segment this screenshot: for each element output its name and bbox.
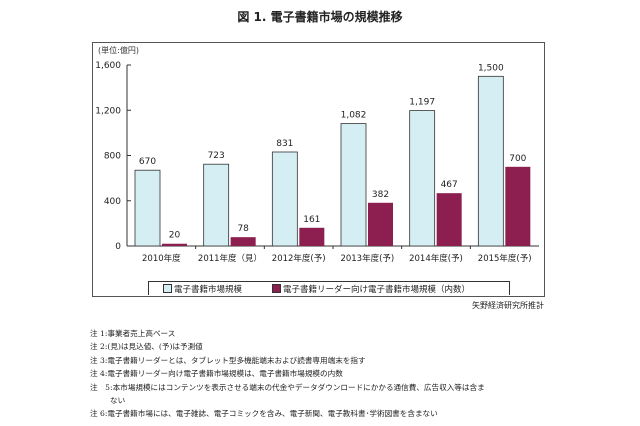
legend-item-0: 電子書籍市場規模 bbox=[163, 283, 242, 295]
note-3: 注 3:電子書籍リーダーとは、タブレット型多機能端末および読書専用端末を指す bbox=[90, 355, 366, 365]
legend-swatch-1 bbox=[272, 283, 282, 293]
legend-swatch-0 bbox=[163, 283, 172, 293]
data-label-0: 670 bbox=[139, 157, 156, 167]
bar-0 bbox=[340, 123, 367, 247]
bar-1 bbox=[368, 202, 393, 246]
bar-1 bbox=[162, 243, 187, 246]
chart-title: 図 1. 電子書籍市場の規模推移 bbox=[237, 10, 403, 24]
data-label-1: 467 bbox=[441, 180, 458, 190]
legend-label-1: 電子書籍リーダー向け電子書籍市場規模（内数） bbox=[283, 284, 471, 295]
bar-0 bbox=[409, 110, 436, 247]
legend: 電子書籍市場規模 電子書籍リーダー向け電子書籍市場規模（内数） bbox=[148, 281, 510, 295]
note-5: 注 5:本市場規模にはコンテンツを表示させる端末の代金やデータダウンロードにかか… bbox=[90, 382, 485, 392]
notes: 注 1:事業者売上高ベース 注 2:(見)は見込値、(予)は予測値 注 3:電子… bbox=[90, 327, 485, 421]
legend-label-0: 電子書籍市場規模 bbox=[174, 284, 243, 295]
y-tick-label: 1,200 bbox=[95, 106, 121, 116]
bar-1 bbox=[299, 227, 325, 246]
bar-0 bbox=[477, 75, 504, 247]
note-1: 注 1:事業者売上高ベース bbox=[90, 329, 176, 338]
y-tick-label: 400 bbox=[104, 197, 121, 207]
source-note: 矢野経済研究所推計 bbox=[472, 301, 544, 310]
note-4: 注 4:電子書籍リーダー向け電子書籍市場規模は、電子書籍市場規模の内数 bbox=[90, 369, 343, 379]
x-tick-label: 2014年度(予) bbox=[409, 253, 463, 264]
data-label-1: 382 bbox=[372, 190, 389, 200]
bar-0 bbox=[271, 151, 298, 247]
unit-label: (単位:億円) bbox=[98, 46, 139, 55]
data-label-0: 1,197 bbox=[409, 98, 435, 108]
data-label-0: 723 bbox=[208, 151, 225, 161]
bar-0 bbox=[134, 169, 161, 247]
chart-frame bbox=[92, 42, 545, 297]
x-tick-label: 2011年度（見） bbox=[198, 253, 262, 264]
bar-0 bbox=[203, 163, 230, 247]
note-6: 注 6:電子書籍市場には、電子雑誌、電子コミックを含み、電子新聞、電子教科書･学… bbox=[90, 409, 438, 419]
y-tick-label: 800 bbox=[104, 152, 121, 162]
note-2: 注 2:(見)は見込値、(予)は予測値 bbox=[90, 342, 203, 352]
x-tick-label: 2013年度(予) bbox=[340, 253, 394, 264]
data-label-1: 700 bbox=[509, 154, 526, 164]
data-label-0: 1,082 bbox=[341, 111, 367, 121]
data-label-1: 78 bbox=[237, 224, 249, 234]
data-label-1: 161 bbox=[303, 215, 320, 225]
x-tick-label: 2012年度(予) bbox=[272, 253, 326, 264]
y-tick-label: 0 bbox=[115, 242, 121, 252]
x-tick-label: 2015年度(予) bbox=[478, 253, 532, 264]
y-tick-label: 1,600 bbox=[95, 61, 121, 71]
data-label-0: 1,500 bbox=[478, 63, 504, 73]
x-tick-label: 2010年度 bbox=[142, 253, 181, 264]
bar-1 bbox=[436, 193, 462, 246]
bar-1 bbox=[230, 237, 256, 246]
legend-item-1: 電子書籍リーダー向け電子書籍市場規模（内数） bbox=[272, 283, 470, 295]
data-label-0: 831 bbox=[276, 139, 293, 149]
note-5-cont: ない bbox=[110, 396, 126, 406]
data-label-1: 20 bbox=[169, 231, 181, 241]
bar-1 bbox=[505, 166, 531, 246]
